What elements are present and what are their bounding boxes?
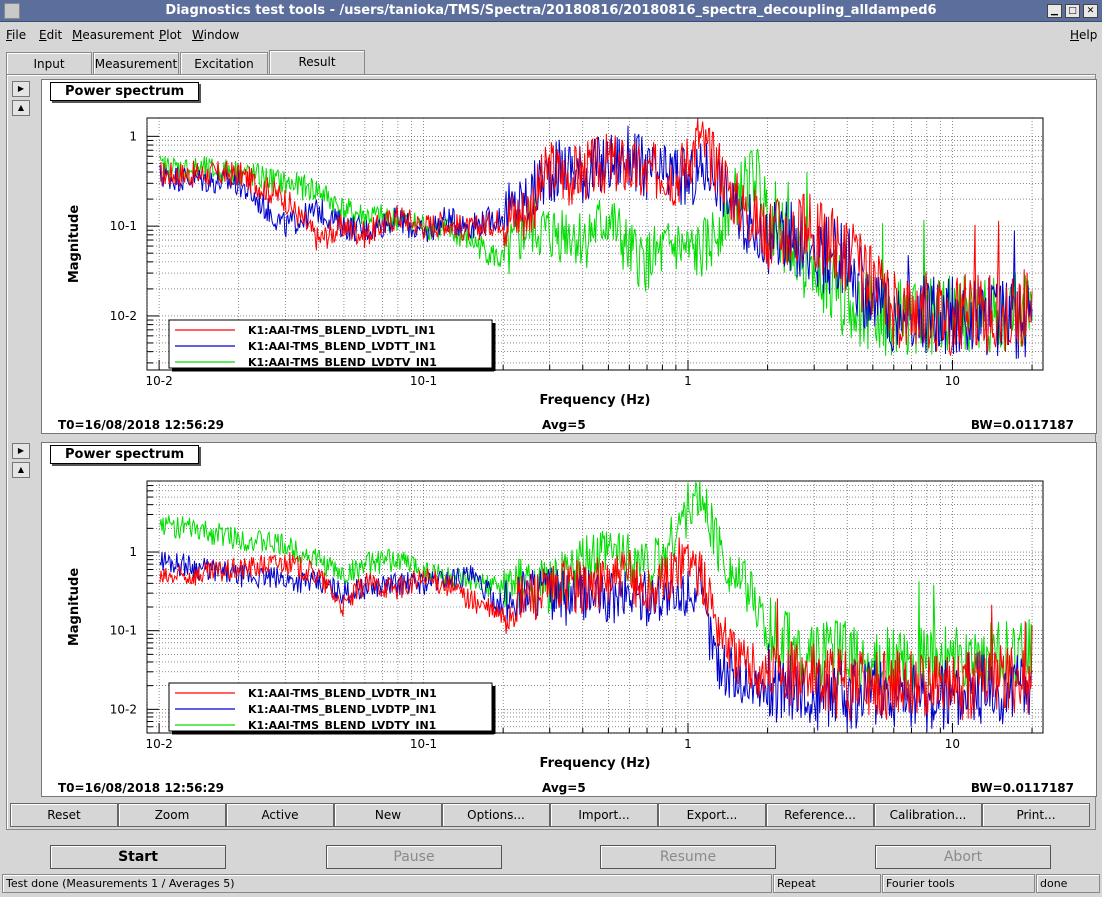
plot-title: Power spectrum — [50, 445, 200, 464]
legend-label: K1:AAI-TMS_BLEND_LVDTT_IN1 — [248, 340, 436, 353]
legend: K1:AAI-TMS_BLEND_LVDTR_IN1 K1:AAI-TMS_BLE… — [168, 682, 496, 735]
status-bar: Test done (Measurements 1 / Averages 5) … — [2, 874, 1100, 894]
status-mode: Repeat — [773, 874, 881, 893]
tab-input[interactable]: Input — [6, 52, 92, 74]
expand-arrow-icon[interactable]: ▶ — [12, 81, 30, 97]
x-tick-label: 10-2 — [145, 374, 172, 388]
y-tick-label: 1 — [129, 545, 137, 559]
x-axis-label: Frequency (Hz) — [540, 393, 651, 408]
menu-bar: File Edit Measurement Plot Window Help — [0, 24, 1102, 46]
collapse-arrow-icon[interactable]: ▲ — [12, 100, 30, 116]
tab-bar: Input Measurement Excitation Result — [0, 50, 1102, 74]
legend-label: K1:AAI-TMS_BLEND_LVDTY_IN1 — [248, 719, 436, 732]
menu-edit[interactable]: Edit — [39, 28, 63, 42]
plot-panel-bottom[interactable]: 10-2 10-1 1 10 1 10-1 10-2 Frequency (Hz) Magnit… — [41, 442, 1097, 797]
new-button[interactable]: New — [334, 803, 442, 827]
series-line-red — [159, 118, 1033, 356]
abort-button[interactable]: Abort — [875, 845, 1051, 869]
expand-arrow-icon[interactable]: ▶ — [12, 443, 30, 459]
result-pane: ▶ ▲ ▶ ▲ 10-2 10-1 1 10 1 10-1 10-2 Frequency (H… — [6, 74, 1097, 830]
status-message: Test done (Measurements 1 / Averages 5) — [2, 874, 772, 893]
x-tick-label: 10-1 — [410, 374, 437, 388]
x-tick-label: 1 — [684, 374, 692, 388]
tab-excitation[interactable]: Excitation — [180, 52, 268, 74]
active-button[interactable]: Active — [226, 803, 334, 827]
import-button[interactable]: Import... — [550, 803, 658, 827]
reset-button[interactable]: Reset — [10, 803, 118, 827]
pause-button[interactable]: Pause — [326, 845, 502, 869]
status-tool: Fourier tools — [882, 874, 1035, 893]
menu-plot[interactable]: Plot — [159, 28, 182, 42]
legend-label: K1:AAI-TMS_BLEND_LVDTV_IN1 — [248, 356, 437, 369]
x-tick-label: 10-2 — [145, 737, 172, 751]
tab-result[interactable]: Result — [269, 50, 365, 74]
minimize-button[interactable]: ▁ — [1047, 4, 1062, 18]
series-line-blue — [159, 551, 1033, 731]
bw-label: BW=0.0117187 — [970, 781, 1074, 795]
plot-canvas[interactable]: 10-2 10-1 1 10 1 10-1 10-2 Frequency (Hz) Magnit… — [42, 80, 1098, 435]
app-icon[interactable] — [4, 3, 20, 19]
calibration-button[interactable]: Calibration... — [874, 803, 982, 827]
legend-box — [168, 682, 493, 732]
series-line-red — [159, 537, 1033, 721]
y-tick-label: 10-1 — [110, 624, 137, 638]
avg-label: Avg=5 — [542, 781, 586, 795]
reference-button[interactable]: Reference... — [766, 803, 874, 827]
y-tick-label: 10-2 — [110, 702, 137, 716]
window-title: Diagnostics test tools - /users/tanioka/… — [165, 3, 937, 18]
maximize-button[interactable]: □ — [1065, 4, 1080, 18]
t0-label: T0=16/08/2018 12:56:29 — [58, 418, 225, 432]
x-axis-label: Frequency (Hz) — [540, 756, 651, 771]
series-line-green — [159, 481, 1033, 697]
print-button[interactable]: Print... — [982, 803, 1090, 827]
zoom-button[interactable]: Zoom — [118, 803, 226, 827]
options-button[interactable]: Options... — [442, 803, 550, 827]
legend-label: K1:AAI-TMS_BLEND_LVDTL_IN1 — [248, 324, 435, 337]
plot-toolbar: Reset Zoom Active New Options... Import.… — [10, 803, 1090, 827]
plot-title: Power spectrum — [50, 82, 200, 101]
x-tick-label: 10 — [945, 737, 960, 751]
export-button[interactable]: Export... — [658, 803, 766, 827]
legend: K1:AAI-TMS_BLEND_LVDTL_IN1 K1:AAI-TMS_BLE… — [168, 319, 496, 372]
series-line-blue — [159, 125, 1033, 359]
t0-label: T0=16/08/2018 12:56:29 — [58, 781, 225, 795]
status-state: done — [1036, 874, 1100, 893]
plot-canvas[interactable]: 10-2 10-1 1 10 1 10-1 10-2 Frequency (Hz) Magnit… — [42, 443, 1098, 798]
x-tick-label: 10-1 — [410, 737, 437, 751]
y-tick-label: 10-1 — [110, 219, 137, 233]
y-axis-label: Magnitude — [67, 568, 82, 647]
y-axis-label: Magnitude — [67, 205, 82, 284]
x-tick-label: 10 — [945, 374, 960, 388]
close-button[interactable]: ✕ — [1083, 4, 1098, 18]
menu-help[interactable]: Help — [1070, 28, 1098, 42]
menu-file[interactable]: File — [6, 28, 27, 42]
menu-window[interactable]: Window — [192, 28, 240, 42]
collapse-arrow-icon[interactable]: ▲ — [12, 462, 30, 478]
avg-label: Avg=5 — [542, 418, 586, 432]
title-bar: Diagnostics test tools - /users/tanioka/… — [0, 0, 1102, 22]
plot-panel-top[interactable]: 10-2 10-1 1 10 1 10-1 10-2 Frequency (Hz) Magnit… — [41, 79, 1097, 434]
x-tick-label: 1 — [684, 737, 692, 751]
legend-label: K1:AAI-TMS_BLEND_LVDTR_IN1 — [248, 687, 437, 700]
legend-box — [168, 319, 493, 369]
legend-label: K1:AAI-TMS_BLEND_LVDTP_IN1 — [248, 703, 436, 716]
menu-measurement[interactable]: Measurement — [72, 28, 155, 42]
bw-label: BW=0.0117187 — [970, 418, 1074, 432]
start-button[interactable]: Start — [50, 845, 226, 869]
y-tick-label: 1 — [129, 129, 137, 143]
tab-measurement[interactable]: Measurement — [93, 52, 179, 74]
y-tick-label: 10-2 — [110, 309, 137, 323]
resume-button[interactable]: Resume — [600, 845, 776, 869]
